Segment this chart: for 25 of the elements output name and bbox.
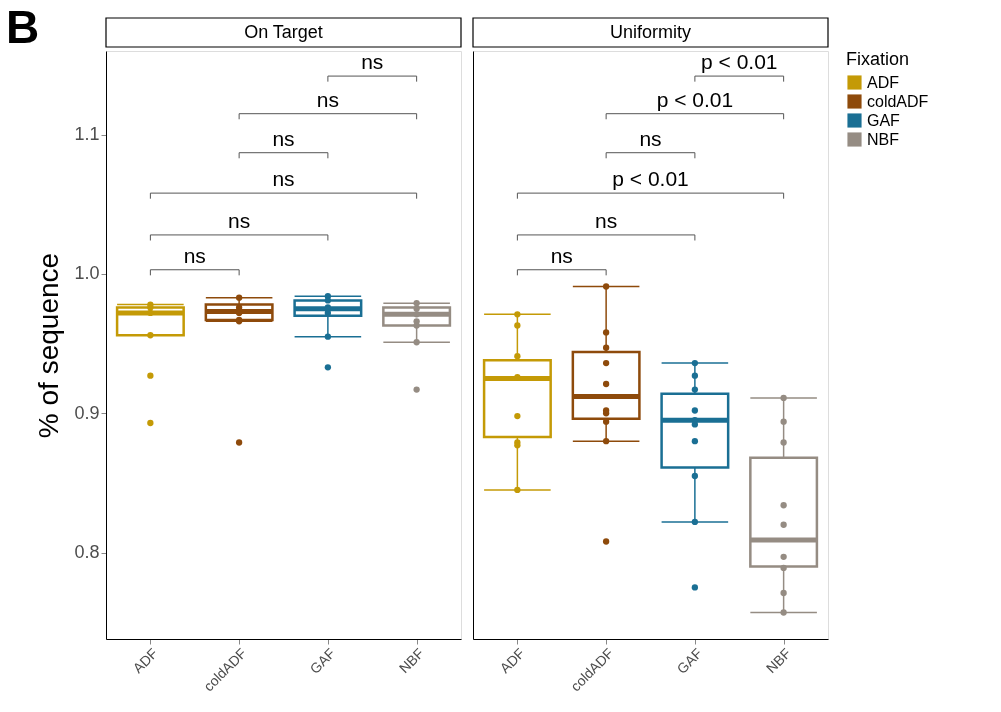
annotation: p < 0.01 [612,167,689,191]
annotation: p < 0.01 [701,50,778,74]
annotation: ns [361,50,384,74]
y-tick-label: 1.0 [74,263,100,284]
annotation: ns [550,243,573,267]
legend-label: coldADF [867,92,929,110]
annotation: ns [595,209,618,233]
y-axis-title: % of sequence [33,252,65,439]
annotation: ns [316,87,339,111]
legend-label: GAF [867,111,901,129]
annotation: ns [228,209,251,233]
annotation: ns [183,243,206,267]
annotation: ns [272,126,295,150]
legend-label: ADF [867,73,900,91]
y-tick-label: 0.9 [74,402,100,423]
annotation: ns [639,126,662,150]
annotation: p < 0.01 [656,87,734,111]
legend-title: Fixation [846,49,910,69]
text: B [6,1,40,53]
annotation: ns [272,167,295,191]
legend-label: NBF [867,130,900,148]
y-tick-label: 0.8 [74,542,100,563]
chart-title: Uniformity [609,22,692,42]
chart-title: On Target [244,22,323,42]
y-tick-label: 1.1 [74,124,100,145]
